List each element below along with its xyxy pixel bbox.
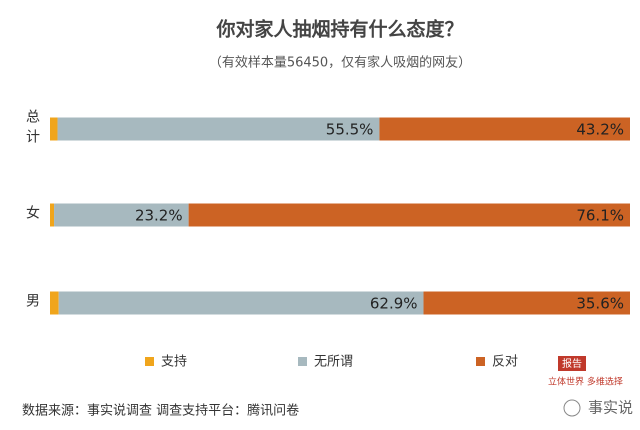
legend-swatch: [476, 357, 485, 366]
category-label: 男: [24, 293, 40, 313]
data-label: 55.5%: [326, 121, 374, 139]
bar-segment: [58, 291, 424, 315]
data-label: 76.1%: [576, 207, 624, 225]
logo-badge: 报告: [562, 357, 582, 370]
logo-brand: 事实说: [588, 399, 633, 417]
chart-subtitle: （有效样本量56450，仅有家人吸烟的网友）: [209, 55, 471, 71]
bar-segment: [54, 203, 189, 227]
chart-title: 你对家人抽烟持有什么态度？: [215, 18, 463, 41]
data-label: 62.9%: [370, 295, 418, 313]
category-label: 女: [24, 204, 40, 225]
category-label: 总计: [24, 109, 40, 149]
legend-swatch: [145, 357, 154, 366]
bar-segment: [423, 291, 630, 315]
bar-segment: [188, 203, 630, 227]
source-note: 数据来源：事实说调查 调查支持平台：腾讯问卷: [22, 403, 299, 419]
bar-segment: [57, 117, 380, 141]
bar-segment: [50, 117, 58, 141]
logo-badge-bg: [558, 356, 586, 371]
legend-label: 无所谓: [314, 355, 353, 370]
bar-segment: [50, 203, 55, 227]
logo-slogan: 立体世界 多维选择: [548, 376, 623, 388]
legend-label: 反对: [492, 355, 518, 370]
legend-label: 支持: [161, 355, 187, 370]
data-label: 35.6%: [576, 295, 624, 313]
data-label: 23.2%: [135, 207, 183, 225]
bar-segment: [379, 117, 630, 141]
data-label: 43.2%: [576, 121, 624, 139]
legend-swatch: [298, 357, 307, 366]
bar-segment: [50, 291, 59, 315]
logo-icon: [563, 399, 581, 417]
